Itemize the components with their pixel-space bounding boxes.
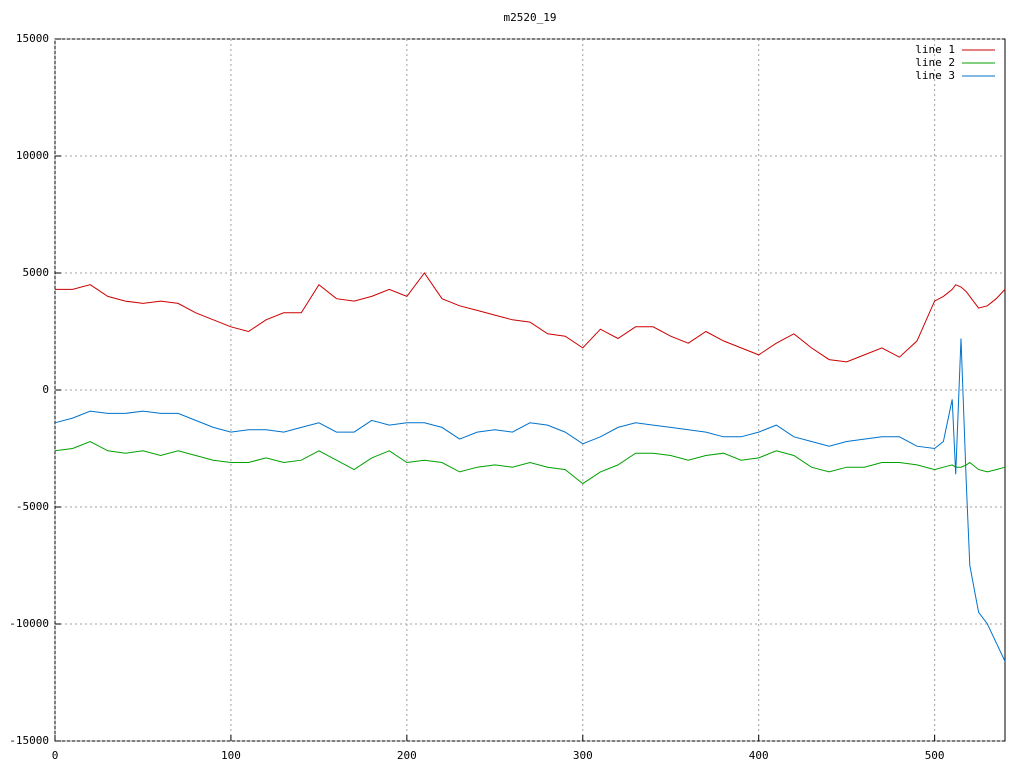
x-tick-label: 300 [573,749,593,762]
y-tick-label: 15000 [16,32,49,45]
x-tick-label: 100 [221,749,241,762]
legend-label: line 2 [915,56,955,69]
y-tick-label: 10000 [16,149,49,162]
x-tick-label: 200 [397,749,417,762]
chart-title: m2520_19 [504,11,557,24]
legend-label: line 3 [915,69,955,82]
legend-label: line 1 [915,43,955,56]
x-tick-label: 400 [749,749,769,762]
data-line [55,272,1006,363]
y-tick-label: 5000 [23,266,50,279]
x-tick-label: 0 [52,749,59,762]
y-tick-label: 0 [42,383,49,396]
y-tick-label: -15000 [9,734,49,747]
x-tick-label: 500 [925,749,945,762]
y-tick-label: -5000 [16,500,49,513]
data-line [54,338,1006,662]
data-line [54,440,1006,485]
y-tick-label: -10000 [9,617,49,630]
